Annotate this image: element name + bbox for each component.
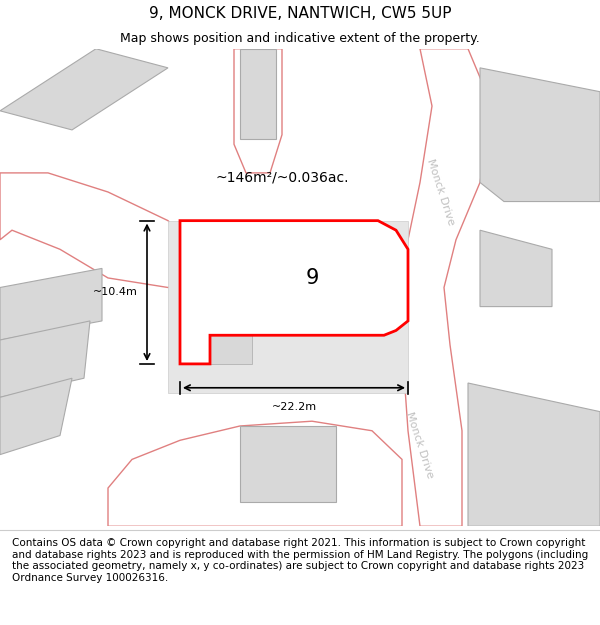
Polygon shape	[180, 221, 408, 364]
Text: 9: 9	[305, 268, 319, 288]
Text: ~146m²/~0.036ac.: ~146m²/~0.036ac.	[215, 171, 349, 184]
Text: ~22.2m: ~22.2m	[271, 402, 317, 412]
Text: Map shows position and indicative extent of the property.: Map shows position and indicative extent…	[120, 31, 480, 44]
Polygon shape	[402, 49, 492, 526]
Polygon shape	[480, 68, 600, 201]
Polygon shape	[180, 302, 252, 364]
Polygon shape	[240, 426, 336, 503]
Polygon shape	[0, 49, 168, 130]
Polygon shape	[480, 230, 552, 307]
Text: ~10.4m: ~10.4m	[93, 288, 138, 298]
Polygon shape	[0, 378, 72, 454]
Polygon shape	[0, 268, 102, 340]
Polygon shape	[0, 321, 90, 398]
Text: 9, MONCK DRIVE, NANTWICH, CW5 5UP: 9, MONCK DRIVE, NANTWICH, CW5 5UP	[149, 6, 451, 21]
Polygon shape	[0, 173, 198, 288]
Polygon shape	[108, 421, 402, 526]
Text: Monck Drive: Monck Drive	[425, 158, 457, 226]
Polygon shape	[168, 221, 408, 392]
Polygon shape	[180, 230, 252, 292]
Polygon shape	[240, 49, 276, 139]
Polygon shape	[234, 49, 282, 173]
Text: Monck Drive: Monck Drive	[404, 411, 436, 479]
Text: Contains OS data © Crown copyright and database right 2021. This information is : Contains OS data © Crown copyright and d…	[12, 538, 588, 583]
Polygon shape	[468, 383, 600, 526]
